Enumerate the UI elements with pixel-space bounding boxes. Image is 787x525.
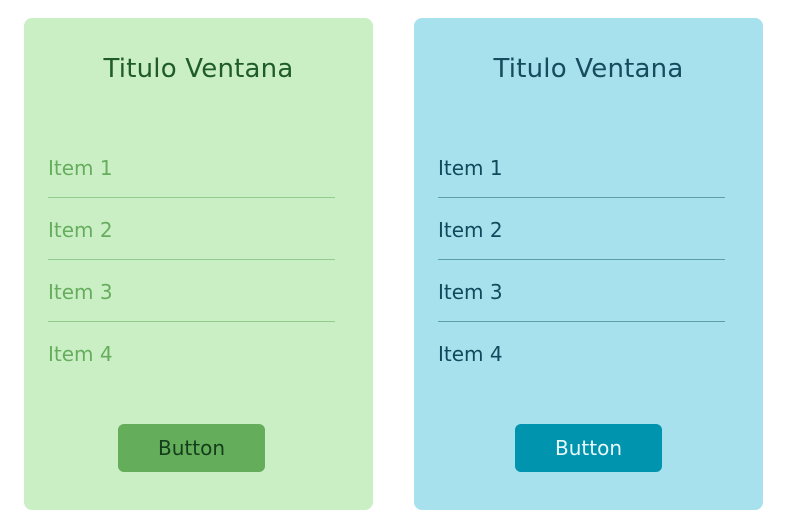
window-title: Titulo Ventana — [493, 54, 684, 84]
action-button[interactable]: Button — [118, 424, 265, 472]
blue-window-panel: Titulo Ventana Item 1 Item 2 Item 3 Item… — [414, 18, 763, 510]
item-list: Item 1 Item 2 Item 3 Item 4 — [438, 136, 725, 384]
list-item[interactable]: Item 4 — [438, 342, 503, 366]
list-item[interactable]: Item 4 — [48, 342, 113, 366]
green-window-panel: Titulo Ventana Item 1 Item 2 Item 3 Item… — [24, 18, 373, 510]
window-title: Titulo Ventana — [103, 54, 294, 84]
list-item[interactable]: Item 1 — [48, 136, 335, 198]
list-item[interactable]: Item 3 — [438, 260, 725, 322]
list-item[interactable]: Item 2 — [48, 198, 335, 260]
list-item[interactable]: Item 3 — [48, 260, 335, 322]
list-item[interactable]: Item 2 — [438, 198, 725, 260]
action-button[interactable]: Button — [515, 424, 662, 472]
list-item[interactable]: Item 1 — [438, 136, 725, 198]
item-list: Item 1 Item 2 Item 3 Item 4 — [48, 136, 335, 384]
